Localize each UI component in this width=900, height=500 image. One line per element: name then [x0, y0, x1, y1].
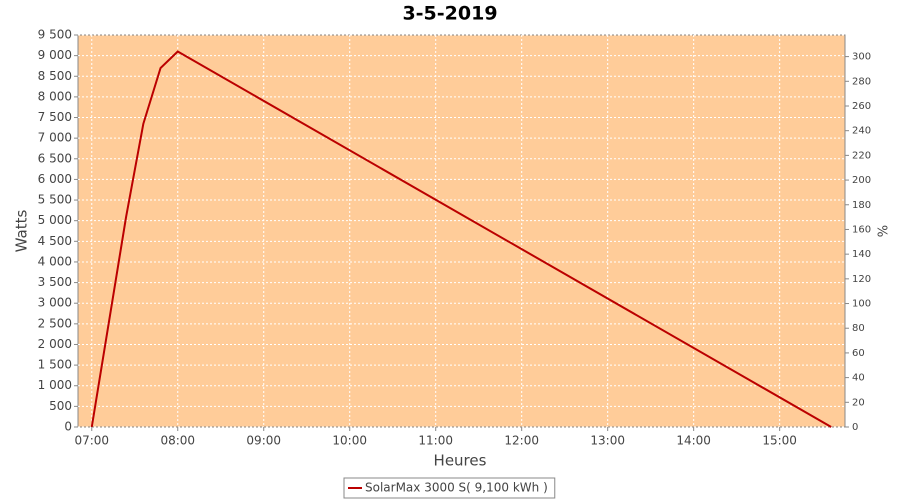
- y2-tick-label: 260: [852, 101, 871, 112]
- y2-tick-label: 60: [852, 348, 865, 359]
- y2-tick-label: 120: [852, 274, 871, 285]
- y2-axis-label: %: [877, 225, 892, 237]
- y-tick-label: 7 000: [38, 131, 72, 145]
- y2-tick-label: 160: [852, 224, 871, 235]
- y2-tick-label: 20: [852, 397, 865, 408]
- y-tick-label: 7 500: [38, 110, 72, 124]
- chart-title: 3-5-2019: [402, 3, 497, 25]
- y-tick-label: 1 500: [38, 358, 72, 372]
- y-tick-label: 5 000: [38, 213, 72, 227]
- legend: SolarMax 3000 S( 9,100 kWh ): [343, 477, 556, 499]
- y-tick-label: 500: [49, 399, 72, 413]
- y-tick-label: 9 500: [38, 28, 72, 42]
- y-tick-label: 8 000: [38, 89, 72, 103]
- y2-tick-label: 80: [852, 323, 865, 334]
- y-tick-label: 9 000: [38, 48, 72, 62]
- y-tick-label: 8 500: [38, 69, 72, 83]
- y-tick-label: 2 000: [38, 337, 72, 351]
- y-tick-label: 5 500: [38, 193, 72, 207]
- y2-tick-label: 220: [852, 150, 871, 161]
- legend-box: [343, 477, 556, 499]
- y2-tick-label: 280: [852, 76, 871, 87]
- y2-tick-label: 140: [852, 249, 871, 260]
- x-tick-label: 11:00: [418, 434, 453, 448]
- legend-label: SolarMax 3000 S( 9,100 kWh ): [365, 481, 548, 495]
- y2-tick-label: 240: [852, 126, 871, 137]
- y-tick-label: 1 000: [38, 378, 72, 392]
- y-tick-label: 3 000: [38, 296, 72, 310]
- data-line: [90, 50, 832, 428]
- x-tick-label: 09:00: [246, 434, 281, 448]
- y2-tick-label: 300: [852, 52, 871, 63]
- y2-tick-label: 200: [852, 175, 871, 186]
- y-tick-label: 3 500: [38, 275, 72, 289]
- x-tick-label: 12:00: [504, 434, 539, 448]
- y2-tick-label: 40: [852, 373, 865, 384]
- x-tick-label: 07:00: [74, 434, 109, 448]
- x-tick-label: 13:00: [590, 434, 625, 448]
- y-tick-label: 6 500: [38, 151, 72, 165]
- y2-tick-label: 0: [852, 422, 858, 433]
- x-tick-label: 10:00: [332, 434, 367, 448]
- x-tick-label: 08:00: [160, 434, 195, 448]
- x-axis-label: Heures: [434, 452, 487, 470]
- y2-tick-label: 180: [852, 200, 871, 211]
- y-tick-label: 6 000: [38, 172, 72, 186]
- y-tick-label: 4 500: [38, 234, 72, 248]
- y-tick-label: 2 500: [38, 316, 72, 330]
- x-tick-label: 14:00: [676, 434, 711, 448]
- y-tick-label: 4 000: [38, 254, 72, 268]
- y-axis-label: Watts: [13, 210, 31, 253]
- y-tick-label: 0: [64, 420, 72, 434]
- x-tick-label: 15:00: [762, 434, 797, 448]
- y2-tick-label: 100: [852, 299, 871, 310]
